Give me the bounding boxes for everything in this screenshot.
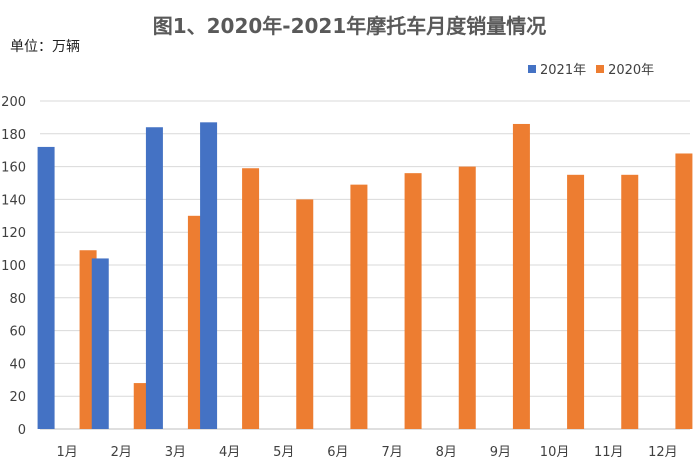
bar-2020-8 bbox=[458, 166, 476, 429]
x-tick-label: 6月 bbox=[327, 445, 348, 460]
x-tick-label: 4月 bbox=[219, 445, 240, 460]
bars bbox=[37, 122, 693, 430]
x-tick-label: 10月 bbox=[540, 445, 570, 460]
y-tick-label: 60 bbox=[9, 325, 26, 340]
x-tick-label: 11月 bbox=[594, 445, 624, 460]
bar-2020-7 bbox=[404, 173, 422, 429]
legend: 2021年 2020年 bbox=[528, 59, 654, 78]
y-tick-label: 180 bbox=[1, 128, 26, 143]
x-tick-label: 3月 bbox=[165, 445, 186, 460]
bar-2021-4 bbox=[200, 122, 218, 429]
bar-2021-3 bbox=[145, 127, 163, 430]
x-tick-label: 7月 bbox=[381, 445, 402, 460]
y-tick-label: 100 bbox=[1, 259, 26, 274]
bar-2020-11 bbox=[621, 174, 639, 429]
y-tick-label: 20 bbox=[9, 390, 26, 405]
y-tick-label: 0 bbox=[18, 423, 26, 438]
y-tick-label: 200 bbox=[1, 95, 26, 110]
legend-item-2021: 2021年 bbox=[528, 59, 586, 78]
chart-title: 图1、2020年-2021年摩托车月度销量情况 bbox=[152, 14, 547, 38]
x-tick-label: 5月 bbox=[273, 445, 294, 460]
bar-2021-2 bbox=[91, 258, 109, 429]
bar-2020-12 bbox=[675, 153, 693, 430]
x-tick-label: 1月 bbox=[56, 445, 77, 460]
unit-label: 单位：万辆 bbox=[10, 39, 80, 55]
bar-2021-1 bbox=[37, 146, 55, 430]
bar-2020-6 bbox=[350, 184, 368, 429]
x-tick-label: 9月 bbox=[490, 445, 511, 460]
x-tick-label: 8月 bbox=[436, 445, 457, 460]
legend-swatch-2021 bbox=[528, 64, 536, 73]
y-tick-label: 80 bbox=[9, 292, 26, 307]
x-axis-ticks: 1月 2月 3月 4月 5月 6月 7月 8月 9月 10月 11月 12月 bbox=[56, 445, 677, 460]
x-tick-label: 12月 bbox=[648, 445, 678, 460]
bar-2020-5 bbox=[296, 199, 314, 429]
legend-item-2020: 2020年 bbox=[596, 59, 654, 78]
y-tick-label: 160 bbox=[1, 161, 26, 176]
y-axis-ticks: 0 20 40 60 80 100 120 140 160 180 200 bbox=[1, 95, 26, 438]
legend-label-2020: 2020年 bbox=[608, 63, 655, 78]
bar-2020-9 bbox=[512, 123, 530, 430]
y-tick-label: 140 bbox=[1, 193, 26, 208]
y-tick-label: 120 bbox=[1, 226, 26, 241]
legend-swatch-2020 bbox=[596, 64, 605, 73]
bar-2020-4 bbox=[242, 168, 260, 430]
legend-label-2021: 2021年 bbox=[540, 63, 587, 78]
bar-2020-10 bbox=[567, 174, 585, 429]
y-tick-label: 40 bbox=[9, 357, 26, 372]
x-tick-label: 2月 bbox=[111, 445, 132, 460]
